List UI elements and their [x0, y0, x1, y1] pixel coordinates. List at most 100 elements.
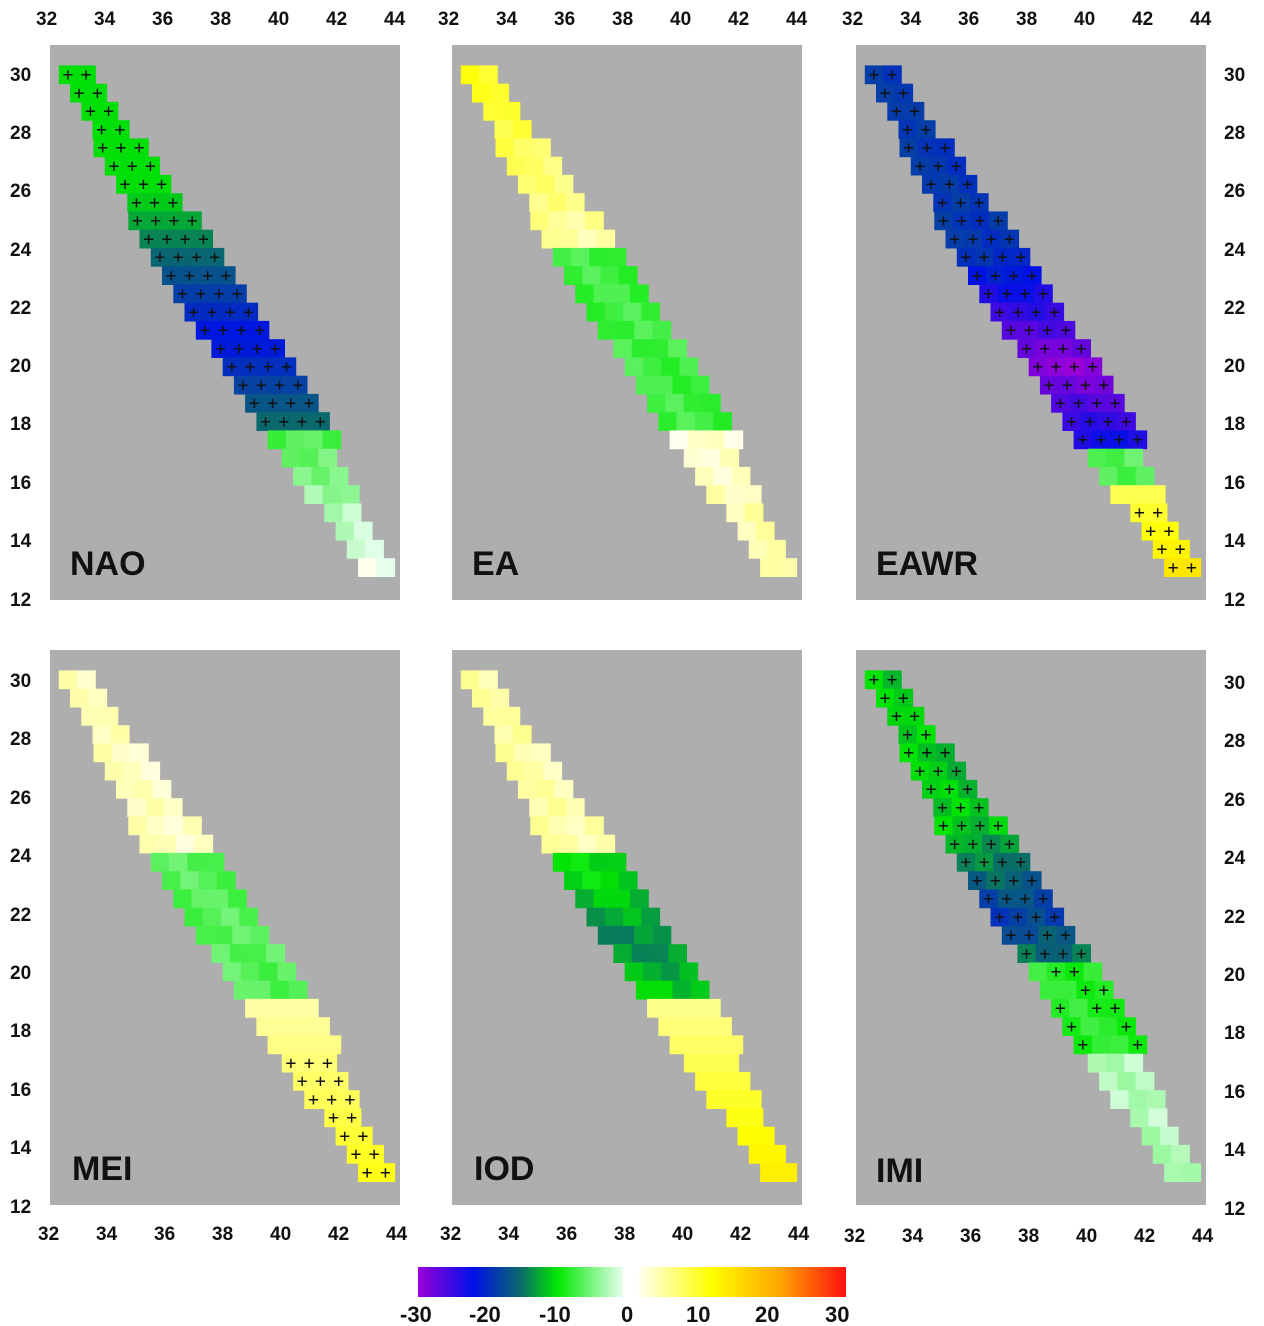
significance-marker: +: [1098, 980, 1109, 1001]
grid-cell: [623, 302, 642, 322]
significance-marker: +: [972, 265, 983, 286]
significance-marker: +: [199, 320, 210, 341]
significance-marker: +: [902, 119, 913, 140]
grid-cell: [1011, 852, 1031, 872]
significance-marker: +: [1121, 411, 1132, 432]
significance-marker: +: [156, 174, 167, 195]
grid-cell: [559, 229, 579, 249]
significance-marker: +: [166, 265, 177, 286]
grid-cell: [277, 962, 297, 982]
significance-marker: +: [180, 229, 191, 250]
significance-marker: +: [994, 907, 1005, 928]
grid-cell: [947, 761, 967, 781]
significance-marker: +: [220, 265, 231, 286]
grid-cell: [252, 980, 271, 1000]
grid-cell: [1034, 284, 1053, 304]
significance-marker: +: [1156, 539, 1167, 560]
grid-cell: [1094, 375, 1114, 395]
grid-cell: [1027, 302, 1046, 322]
significance-marker: +: [315, 1071, 326, 1092]
significance-marker: +: [1114, 430, 1125, 451]
grid-cell: [281, 998, 301, 1018]
grid-cell: [1046, 962, 1066, 982]
significance-marker: +: [249, 393, 260, 414]
grid-cell: [202, 907, 222, 927]
grid-cell: [1087, 998, 1107, 1018]
grid-cell: [479, 670, 498, 690]
grid-cell: [460, 65, 480, 85]
grid-cell: [676, 1017, 696, 1036]
significance-marker: +: [944, 779, 955, 800]
grid-cell: [1028, 962, 1048, 982]
grid-cell: [240, 962, 260, 982]
significance-marker: +: [891, 706, 902, 727]
significance-marker: +: [1026, 870, 1037, 891]
significance-marker: +: [238, 375, 249, 396]
cells: [58, 670, 396, 1182]
grid-cell: [929, 156, 948, 176]
significance-marker: +: [254, 320, 265, 341]
grid-cell: [329, 466, 349, 486]
grid-cell: [1004, 871, 1024, 890]
grid-cell: [755, 521, 775, 541]
grid-cell: [1004, 266, 1024, 285]
grid-cell: [585, 211, 604, 231]
grid-cell: [460, 670, 480, 690]
grid-cell: [630, 284, 649, 304]
significance-marker: +: [132, 211, 143, 232]
grid-cell: [145, 193, 165, 212]
grid-cell: [876, 83, 895, 103]
significance-marker: +: [933, 156, 944, 177]
grid-cell: [631, 339, 651, 358]
significance-marker: +: [937, 797, 948, 818]
cells: [864, 65, 1202, 577]
grid-cell: [250, 320, 270, 340]
significance-marker: +: [260, 411, 271, 432]
lon-tick: 44: [786, 9, 808, 30]
significance-marker: +: [1019, 284, 1030, 305]
grid-cell: [731, 1071, 751, 1091]
grid-cell: [150, 247, 170, 267]
grid-cell: [1058, 980, 1077, 1000]
grid-cell: [110, 725, 130, 744]
grid-cell: [494, 725, 514, 744]
grid-cell: [1022, 871, 1042, 890]
grid-cell: [274, 1017, 294, 1036]
grid-cell: [88, 83, 108, 103]
grid-cell: [198, 871, 218, 890]
grid-cell: [952, 211, 972, 231]
grid-cell: [1001, 925, 1021, 945]
lon-tick: 42: [328, 1224, 349, 1245]
significance-marker: +: [949, 229, 960, 250]
grid-cell: [194, 229, 214, 249]
significance-marker: +: [97, 138, 108, 159]
significance-marker: +: [195, 284, 206, 305]
grid-cell: [247, 944, 267, 963]
lon-tick: 32: [438, 9, 459, 30]
significance-marker: +: [245, 357, 256, 378]
significance-marker: +: [1004, 834, 1015, 855]
significance-marker: +: [256, 375, 267, 396]
grid-cell: [979, 889, 999, 909]
grid-cell: [669, 1035, 689, 1055]
grid-cell: [566, 816, 586, 836]
grid-cell: [922, 779, 941, 799]
grid-cell: [58, 670, 78, 690]
grid-cell: [324, 1108, 344, 1128]
grid-cell: [1011, 247, 1031, 267]
significance-marker: +: [263, 357, 274, 378]
grid-cell: [683, 1053, 703, 1073]
significance-marker: +: [920, 724, 931, 745]
significance-marker: +: [1031, 907, 1042, 928]
lon-tick: 34: [498, 1224, 520, 1245]
significance-marker: +: [1058, 943, 1069, 964]
significance-marker: +: [956, 211, 967, 232]
grid-cell: [111, 743, 131, 763]
lat-tick: 12: [10, 590, 31, 611]
grid-cell: [157, 834, 177, 854]
grid-cell: [110, 120, 130, 139]
grid-cell: [318, 1053, 338, 1073]
significance-marker: +: [1042, 925, 1053, 946]
grid-cell: [150, 852, 170, 872]
significance-marker: +: [120, 174, 131, 195]
